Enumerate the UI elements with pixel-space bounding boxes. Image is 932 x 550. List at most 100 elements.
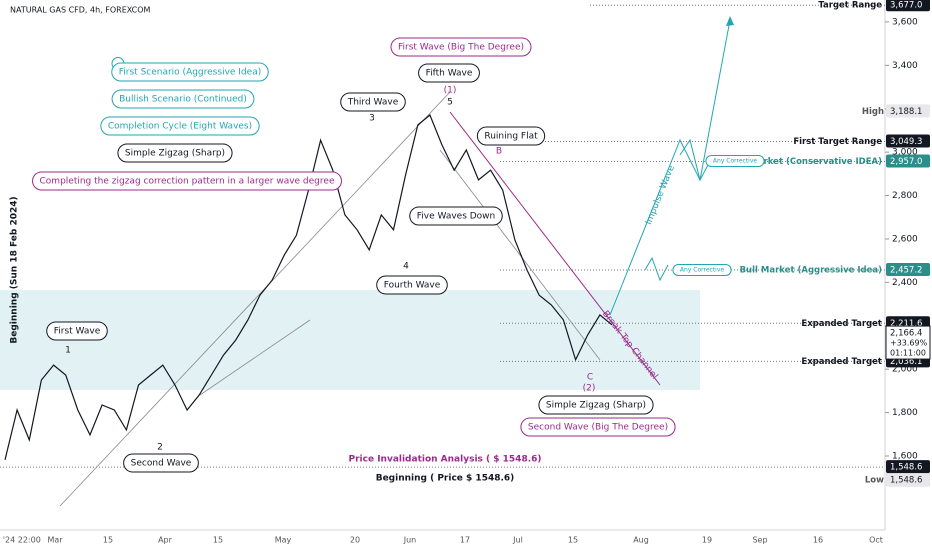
price-box-label: 3,677.0 [890,1,922,11]
annotation-label: Fourth Wave [384,281,441,291]
annotation-label: Bullish Scenario (Continued) [119,95,247,105]
label: Price Invalidation Analysis ( $ 1548.6) [349,455,542,465]
x-tick-label: Oct [869,536,883,545]
chart-title: NATURAL GAS CFD, 4h, FOREXCOM [10,6,151,15]
label: First Target Range [793,137,882,147]
price-box-label: 2,036.1 [890,357,922,367]
channel-line [449,111,661,386]
annotation-box [117,143,233,163]
annotation-label: First Wave (Big The Degree) [398,43,524,53]
price-box [886,0,930,12]
annotation-box [538,395,654,415]
label: Target Range [818,1,882,11]
x-tick-label: 20 [350,536,360,545]
price-box [886,104,930,118]
annotation-label: Five Waves Down [417,212,496,222]
annotation-box [111,62,269,82]
annotation-box [390,37,532,57]
annotation-box [418,63,480,83]
x-tick-label: May [275,536,292,545]
price-box [886,473,930,487]
label: Bull Market (Conservative IDEA) [728,157,882,167]
x-tick-label: 15 [213,536,223,545]
wave-label: (2) [583,384,596,394]
annotation-box [476,126,546,146]
y-tick-label: 3,400 [892,61,918,71]
x-tick-label: b '24 22:00 [0,536,41,545]
annotation-box [46,321,108,341]
range-box [0,290,700,390]
price-box-label: 3,049.3 [890,137,922,147]
wave-label: 3 [369,114,375,124]
annotation-label: Second Wave (Big The Degree) [528,423,668,433]
channel-line [439,149,601,361]
trend-line [199,319,311,396]
wave-label: C [587,373,593,383]
price-box [886,154,930,168]
x-tick-label: Jun [403,536,417,545]
y-tick-label: 3,000 [892,148,918,158]
y-tick-label: 2,800 [892,191,918,201]
current-change: +33.69% [890,339,928,348]
wave-label: B [496,147,502,157]
impulse-path [609,19,731,316]
corrective-zigzag [679,138,709,182]
annotation-box [123,453,199,473]
label: Expanded Target [801,357,882,367]
x-tick-label: 16 [813,536,823,545]
corrective-zigzag [644,256,669,282]
annotation-label: Simple Zigzag (Sharp) [546,401,646,411]
price-box-label: 1,548.6 [890,476,922,486]
price-box-label: 1,548.6 [890,463,922,473]
x-tick-label: 15 [568,536,578,545]
annotation-box [111,89,255,109]
price-box [886,460,930,474]
current-price-box [885,325,931,360]
arrow-head [726,16,734,26]
y-tick-label: 2,600 [892,234,918,244]
wave-label: (1) [444,86,457,96]
price-box [886,134,930,148]
x-tick-label: 15 [103,536,113,545]
annotation-label: First Scenario (Aggressive Idea) [119,68,261,78]
price-box-label: 2,957.0 [890,157,922,167]
x-tick-label: Sep [752,536,767,545]
annotation-box [409,206,503,226]
label: Expanded Target [801,319,882,329]
y-tick-label: 1,600 [892,451,918,461]
wave-label: 5 [447,98,453,108]
x-tick-label: 19 [702,536,712,545]
wave-label: 4 [403,262,409,272]
annotation-box [32,171,342,191]
x-tick-label: Jul [512,536,523,545]
annotation-label: Second Wave [131,459,192,469]
y-axis-label: Beginning (Sun 18 Feb 2024) [10,196,20,343]
annotation-box [376,275,448,295]
annotation-box [705,155,765,167]
x-tick-label: Mar [47,536,63,545]
label: Low [865,476,884,486]
annotation-label: Completion Cycle (Eight Waves) [108,122,252,132]
annotation-box [520,417,676,437]
x-tick-label: Aug [633,536,649,545]
x-tick-label: 17 [460,536,470,545]
wave-label: 2 [157,443,163,453]
label: Bull Market (Aggressive Idea) [740,265,883,275]
annotation-box [100,116,260,136]
price-box [886,262,930,276]
y-tick-label: 2,400 [892,278,918,288]
current-price: 2,166.4 [890,329,922,339]
x-tick-label: Apr [158,536,173,545]
price-box-label: 2,211.6 [890,319,922,329]
invalidation-note: Beginning ( Price $ 1548.6) [376,474,515,484]
annotation-box [340,92,406,112]
annotation-label: Simple Zigzag (Sharp) [125,149,225,159]
annotation-label: Any Corrective [680,267,724,274]
y-tick-label: 1,800 [892,408,918,418]
trend-line [59,91,451,507]
price-box-label: 3,188.1 [890,107,922,117]
annotation-box [672,264,732,276]
annotation-label: Any Corrective [713,158,757,165]
annotation-label: First Wave [54,327,101,337]
